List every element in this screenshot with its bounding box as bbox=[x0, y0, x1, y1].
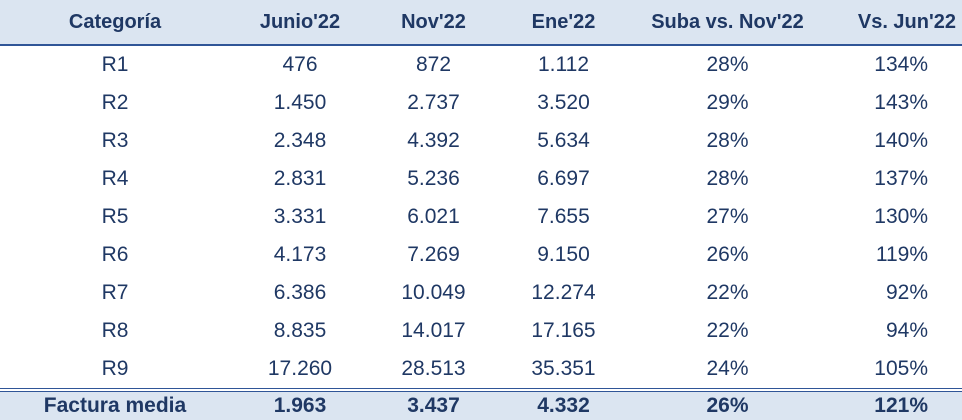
table-cell: 22% bbox=[706, 281, 749, 304]
table-cell: 6.697 bbox=[537, 167, 590, 190]
table-cell: R1 bbox=[101, 53, 129, 76]
table-cell: 872 bbox=[415, 53, 452, 76]
table-cell: 24% bbox=[706, 357, 749, 380]
table-cell: 17.260 bbox=[267, 357, 333, 380]
table-cell: 10.049 bbox=[401, 281, 466, 304]
table-cell: 1.112 bbox=[538, 53, 589, 76]
table-cell: 130% bbox=[874, 205, 928, 228]
footer-cell: 4.332 bbox=[497, 388, 630, 420]
footer-cell: 121% bbox=[825, 388, 962, 420]
table-cell: 17.165 bbox=[531, 319, 596, 342]
table-row: R7 6.386 10.049 12.274 22% 92% bbox=[0, 274, 962, 312]
table-row: R9 17.260 28.513 35.351 24% 105% bbox=[0, 350, 962, 390]
table-cell: 4.173 bbox=[273, 243, 327, 266]
table-cell: R6 bbox=[101, 243, 129, 266]
table-cell: 8.835 bbox=[273, 319, 327, 342]
table-cell: 2.348 bbox=[273, 129, 327, 152]
table-row: R3 2.348 4.392 5.634 28% 140% bbox=[0, 122, 962, 160]
table-cell: 105% bbox=[874, 357, 928, 380]
table-cell: 2.831 bbox=[273, 167, 327, 190]
header-cell: Ene'22 bbox=[497, 0, 630, 46]
table-cell: 7.655 bbox=[537, 205, 590, 228]
header-cell: Nov'22 bbox=[370, 0, 497, 46]
table-row: R2 1.450 2.737 3.520 29% 143% bbox=[0, 84, 962, 122]
table-cell: 137% bbox=[874, 167, 928, 190]
table-row: R6 4.173 7.269 9.150 26% 119% bbox=[0, 236, 962, 274]
table-cell: 12.274 bbox=[531, 281, 596, 304]
table-body: R1 476 872 1.112 28% 134% R2 1.450 2.737 3.520 29%… bbox=[0, 45, 962, 390]
footer-row: Factura media 1.963 3.437 4.332 26% 121% bbox=[0, 388, 962, 420]
table-header: Categoría Junio'22 Nov'22 Ene'22 Suba vs. No… bbox=[0, 0, 962, 46]
table-cell: R7 bbox=[101, 281, 129, 304]
table-cell: R3 bbox=[101, 129, 129, 152]
table-cell: 143% bbox=[874, 91, 928, 114]
table-cell: R5 bbox=[101, 205, 129, 228]
table-cell: 14.017 bbox=[401, 319, 466, 342]
table-cell: 3.331 bbox=[273, 205, 327, 228]
table-cell: 28.513 bbox=[401, 357, 466, 380]
table-cell: 6.386 bbox=[273, 281, 327, 304]
table-cell: 26% bbox=[706, 243, 749, 266]
table-cell: 119% bbox=[875, 243, 928, 266]
footer-cell: 26% bbox=[630, 388, 825, 420]
header-cell: Suba vs. Nov'22 bbox=[630, 0, 825, 46]
table-cell: 35.351 bbox=[531, 357, 596, 380]
header-row: Categoría Junio'22 Nov'22 Ene'22 Suba vs. No… bbox=[0, 0, 962, 46]
table-cell: 134% bbox=[874, 53, 928, 76]
footer-cell: 1.963 bbox=[230, 388, 370, 420]
footer-cell: Factura media bbox=[0, 388, 230, 420]
table-cell: 5.634 bbox=[537, 129, 590, 152]
table-cell: 27% bbox=[706, 205, 749, 228]
header-cell: Categoría bbox=[0, 0, 230, 46]
table-row: R8 8.835 14.017 17.165 22% 94% bbox=[0, 312, 962, 350]
table-cell: R8 bbox=[101, 319, 129, 342]
table-row: R4 2.831 5.236 6.697 28% 137% bbox=[0, 160, 962, 198]
table-cell: 1.450 bbox=[273, 91, 327, 114]
header-cell: Junio'22 bbox=[230, 0, 370, 46]
table-cell: 2.737 bbox=[407, 91, 460, 114]
table-row: R1 476 872 1.112 28% 134% bbox=[0, 45, 962, 84]
table-cell: 476 bbox=[282, 53, 318, 76]
table-cell: 28% bbox=[706, 129, 749, 152]
table-cell: 29% bbox=[706, 91, 749, 114]
table-cell: 28% bbox=[706, 53, 749, 76]
table-cell: 6.021 bbox=[407, 205, 460, 228]
table-cell: 94% bbox=[885, 319, 928, 342]
header-cell: Vs. Jun'22 bbox=[825, 0, 962, 46]
table-cell: R9 bbox=[101, 357, 129, 380]
footer-cell: 3.437 bbox=[370, 388, 497, 420]
table-cell: 92% bbox=[885, 281, 928, 304]
table-cell: 140% bbox=[874, 129, 928, 152]
table-cell: 22% bbox=[706, 319, 749, 342]
table-cell: R2 bbox=[101, 91, 129, 114]
table-cell: 3.520 bbox=[537, 91, 590, 114]
table-cell: 7.269 bbox=[407, 243, 460, 266]
table-cell: 28% bbox=[706, 167, 749, 190]
table-cell: 9.150 bbox=[537, 243, 590, 266]
table-footer: Factura media 1.963 3.437 4.332 26% 121% bbox=[0, 388, 962, 420]
table-cell: 4.392 bbox=[407, 129, 460, 152]
table-cell: 5.236 bbox=[407, 167, 460, 190]
table-cell: R4 bbox=[101, 167, 129, 190]
table-row: R5 3.331 6.021 7.655 27% 130% bbox=[0, 198, 962, 236]
